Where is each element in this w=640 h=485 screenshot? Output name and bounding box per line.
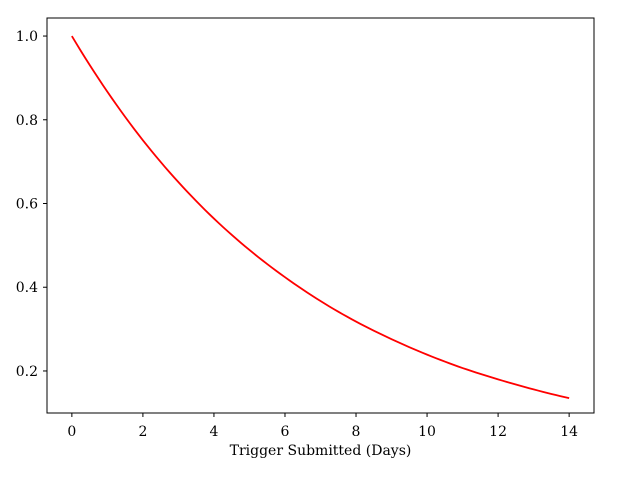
y-tick-label: 0.2	[16, 364, 38, 380]
x-tick-label: 12	[489, 424, 507, 440]
y-tick-label: 0.4	[16, 280, 38, 296]
x-tick-label: 10	[418, 424, 436, 440]
y-tick-label: 0.8	[16, 113, 38, 129]
x-tick-label: 14	[560, 424, 578, 440]
x-tick-label: 0	[67, 424, 76, 440]
y-tick-label: 0.6	[16, 197, 38, 213]
ticks-layer: 0 2 4 6 8 10 12 14 0.2 0.4 0.6 0.8 1.0	[16, 29, 578, 440]
x-tick-label: 4	[209, 424, 218, 440]
x-axis-label: Trigger Submitted (Days)	[230, 443, 412, 459]
y-tick-label: 1.0	[16, 29, 38, 45]
x-tick-label: 8	[352, 424, 361, 440]
plot-area-frame	[46, 17, 595, 414]
x-tick-label: 6	[281, 424, 290, 440]
series-line-0	[71, 35, 570, 400]
series-layer	[71, 35, 570, 400]
x-tick-label: 2	[138, 424, 147, 440]
